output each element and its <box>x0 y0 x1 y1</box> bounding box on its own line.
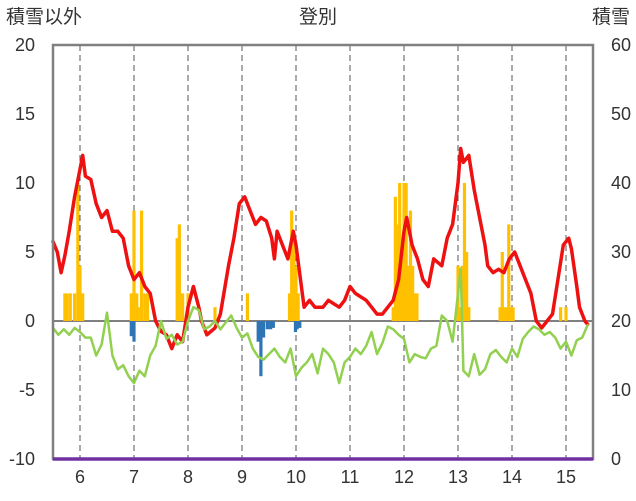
orange-bar <box>287 293 292 321</box>
orange-bar <box>81 293 85 321</box>
ytick-right-label: 0 <box>611 449 621 469</box>
orange-bar <box>68 293 72 321</box>
blue-bar <box>132 321 136 342</box>
blue-bar <box>293 321 298 333</box>
orange-bar <box>181 293 185 321</box>
orange-bar <box>296 293 300 321</box>
left-axis-title: 積雪以外 <box>6 6 83 28</box>
orange-bar <box>400 238 404 321</box>
orange-bar <box>415 293 419 321</box>
ytick-right-label: 10 <box>611 380 631 400</box>
orange-bar <box>292 238 296 321</box>
orange-bar <box>143 293 147 321</box>
orange-bar <box>294 265 298 321</box>
blue-bar <box>295 321 299 330</box>
orange-bar <box>135 293 139 321</box>
xtick-label: 10 <box>286 467 306 487</box>
orange-bar <box>132 210 136 321</box>
orange-bar <box>406 265 410 321</box>
blue-bar <box>262 321 266 338</box>
orange-bar <box>73 293 77 321</box>
blue-bar <box>298 321 302 328</box>
orange-bar <box>411 265 415 321</box>
orange-bar <box>564 307 568 321</box>
orange-bar <box>404 183 408 321</box>
orange-bar <box>467 307 471 321</box>
xtick-label: 8 <box>183 467 193 487</box>
xtick-label: 13 <box>448 467 468 487</box>
xtick-label: 7 <box>129 467 139 487</box>
ytick-left-label: -10 <box>9 449 35 469</box>
orange-bar <box>500 252 504 321</box>
orange-bar <box>63 293 67 321</box>
ytick-right-label: 40 <box>611 173 631 193</box>
orange-bar <box>402 183 406 321</box>
orange-bar <box>502 307 507 321</box>
orange-bar <box>413 293 417 321</box>
ytick-left-label: 5 <box>25 242 35 262</box>
blue-bar <box>256 321 260 342</box>
blue-bar <box>259 321 263 377</box>
ytick-left-label: 15 <box>15 104 35 124</box>
orange-bar <box>129 293 133 321</box>
orange-bar <box>139 210 144 321</box>
ytick-right-label: 50 <box>611 104 631 124</box>
xtick-label: 11 <box>341 467 360 487</box>
chart-title: 登別 <box>298 6 337 28</box>
ytick-right-label: 60 <box>611 35 631 55</box>
orange-bar <box>76 183 80 321</box>
xtick-label: 12 <box>394 467 414 487</box>
blue-bar <box>271 321 275 328</box>
plot-frame <box>51 43 595 461</box>
orange-bar <box>395 224 400 321</box>
orange-bar <box>290 210 294 321</box>
ytick-left-label: 20 <box>15 35 35 55</box>
ytick-right-label: 30 <box>611 242 631 262</box>
orange-bar <box>462 183 467 321</box>
orange-bar <box>509 307 513 321</box>
orange-bar <box>393 196 397 321</box>
orange-bar <box>458 307 462 321</box>
blue-bar <box>269 321 273 330</box>
orange-bar <box>213 307 217 321</box>
xtick-label: 15 <box>556 467 576 487</box>
orange-bar <box>398 183 402 321</box>
orange-bar <box>505 307 509 321</box>
orange-bar <box>498 307 502 321</box>
ytick-left-label: -5 <box>19 380 35 400</box>
orange-bar <box>559 307 563 321</box>
bar-series <box>63 183 568 377</box>
ytick-left-label: 0 <box>25 311 35 331</box>
orange-bar <box>65 293 69 321</box>
xtick-label: 14 <box>502 467 522 487</box>
orange-bar <box>507 224 511 321</box>
orange-bar <box>465 252 469 321</box>
red-line <box>51 146 590 351</box>
xtick-label: 6 <box>75 467 85 487</box>
xtick-label: 9 <box>237 467 247 487</box>
orange-bar <box>245 293 249 321</box>
right-axis-title: 積雪 <box>591 6 630 28</box>
orange-bar <box>137 307 141 321</box>
orange-bar <box>175 238 179 321</box>
green-line <box>51 267 589 385</box>
orange-bar <box>511 307 515 321</box>
orange-bar <box>177 224 181 321</box>
blue-bar <box>265 321 269 330</box>
ytick-right-label: 20 <box>611 311 631 331</box>
orange-bar <box>391 307 395 321</box>
orange-bar <box>145 293 150 321</box>
ytick-left-label: 10 <box>15 173 35 193</box>
orange-bar <box>408 210 413 321</box>
orange-bar <box>78 265 82 321</box>
blue-bar <box>129 321 133 337</box>
line-series <box>51 146 590 385</box>
